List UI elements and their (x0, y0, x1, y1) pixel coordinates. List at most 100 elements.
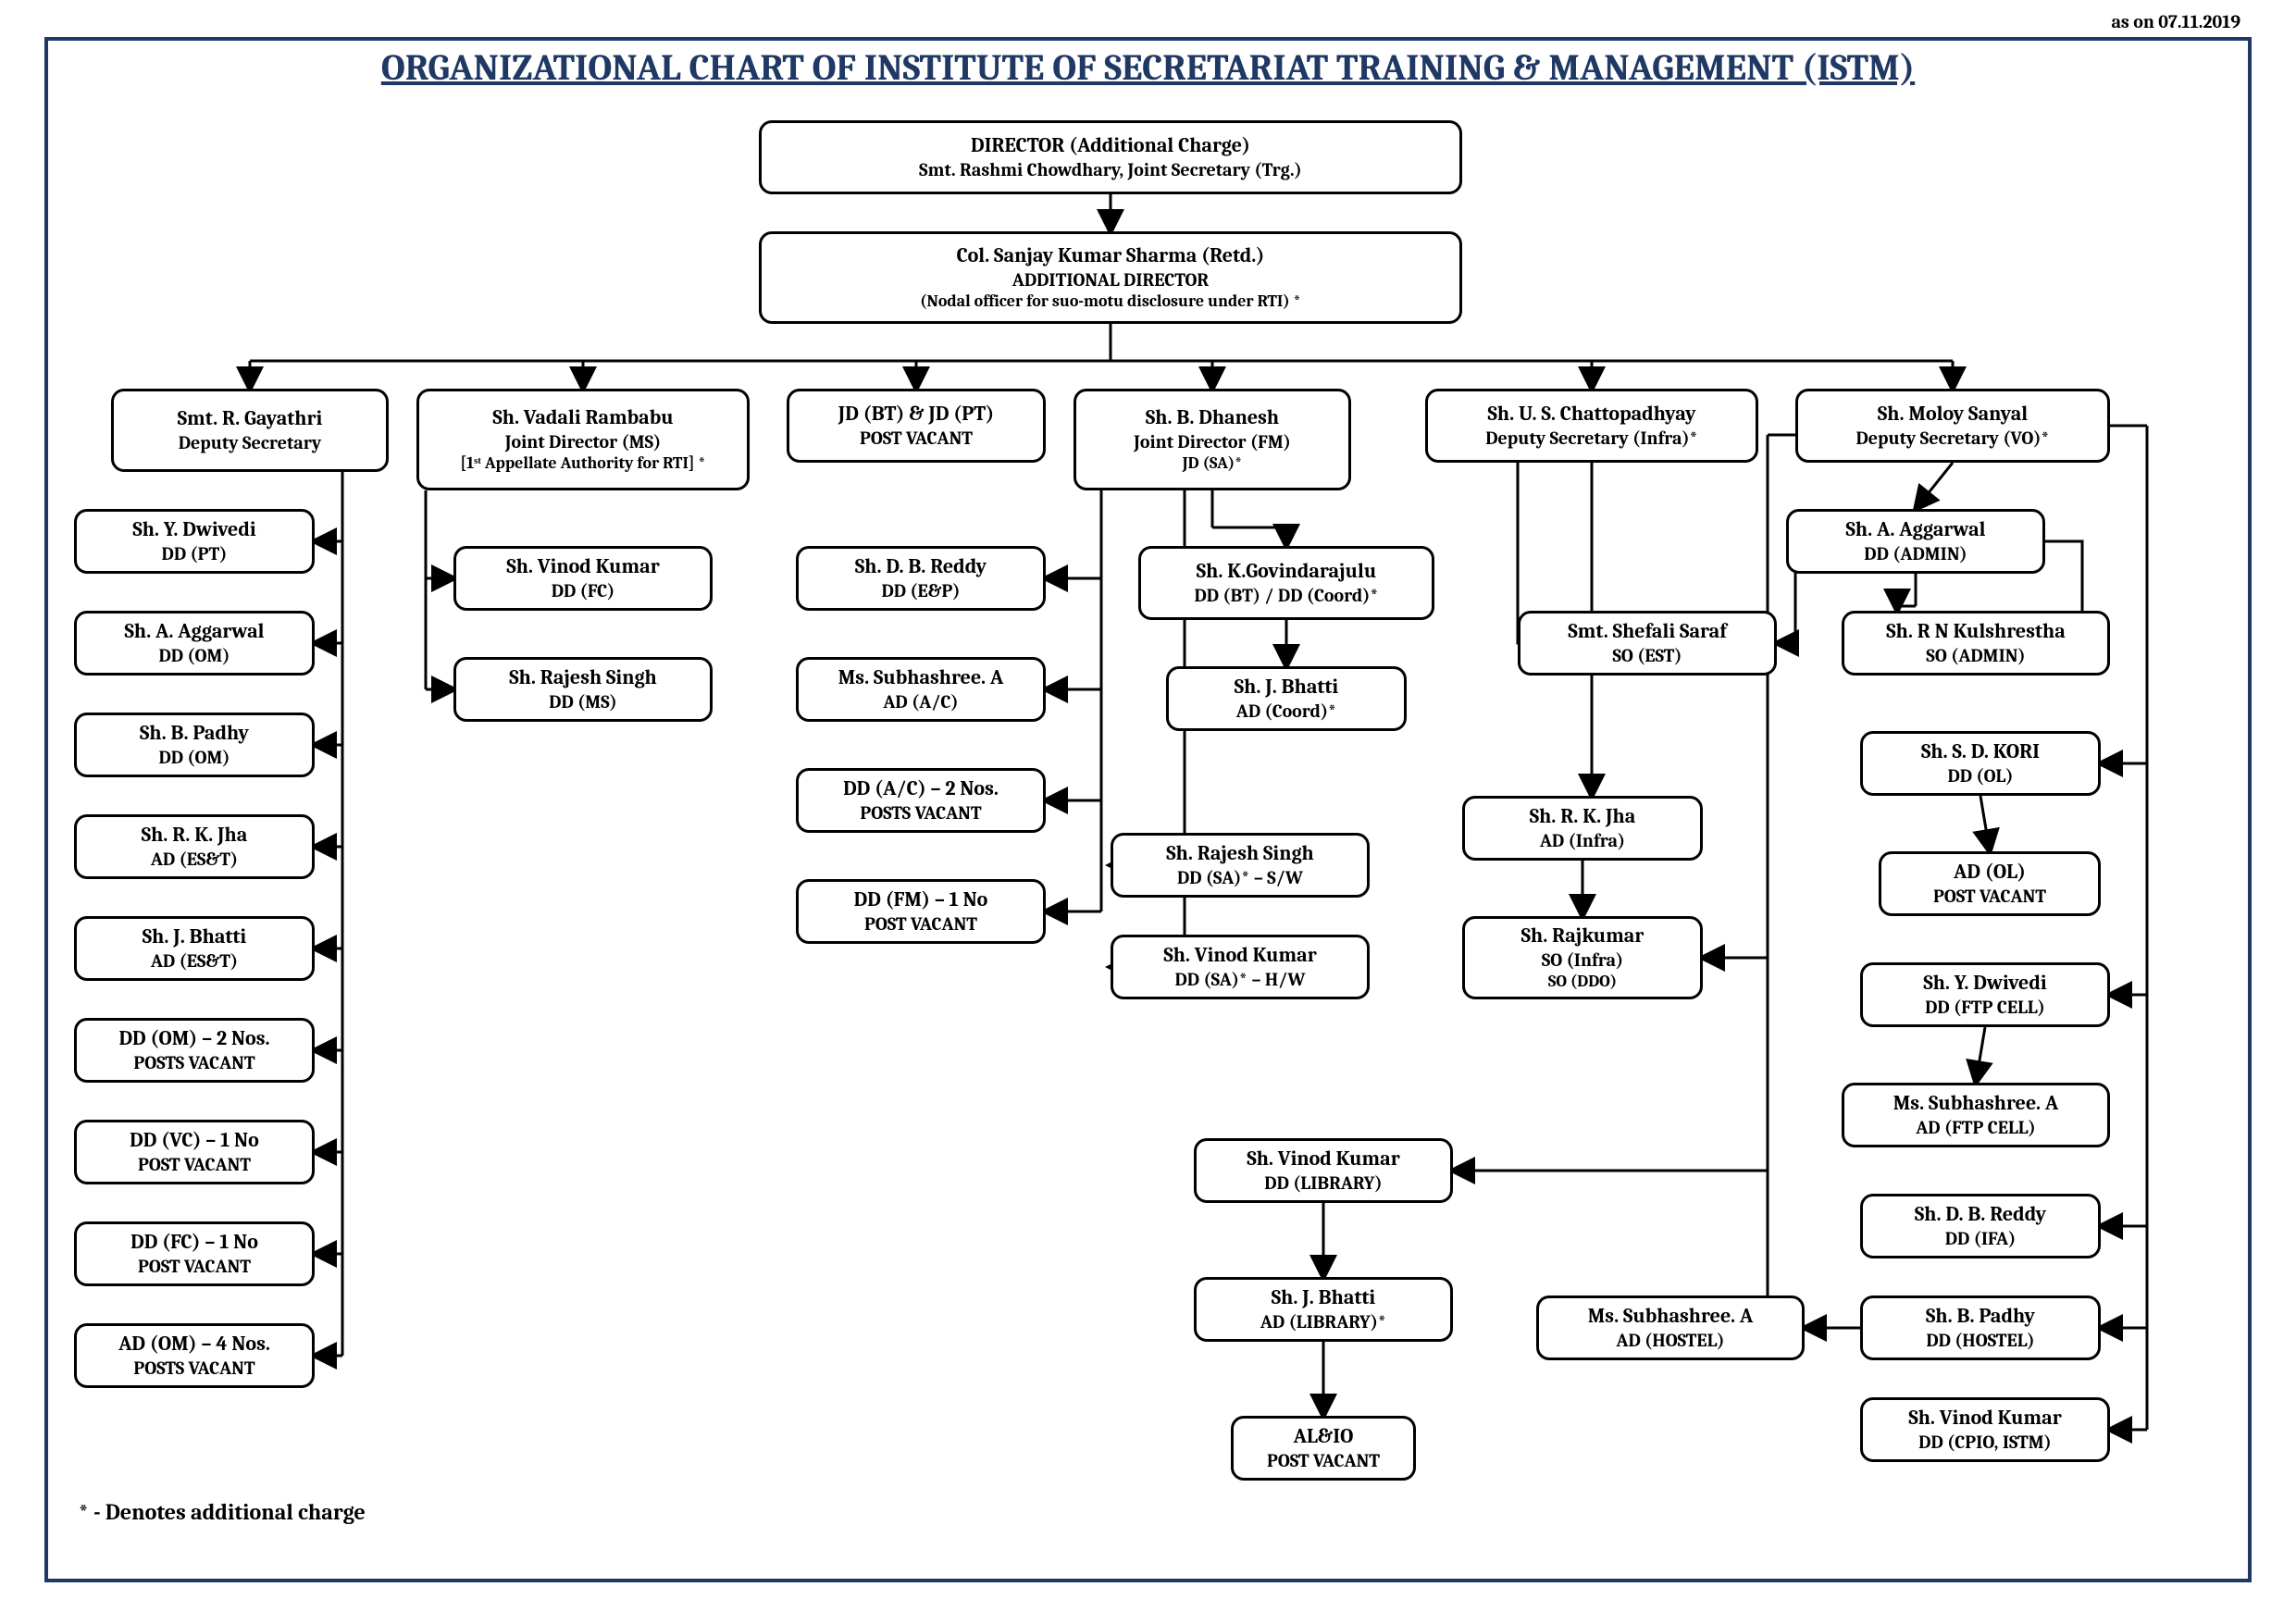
org-node-line: DD (A/C) – 2 Nos. (843, 776, 999, 802)
org-node-line: AD (FTP CELL) (1916, 1116, 2036, 1139)
org-node-line: DD (IFA) (1945, 1227, 2016, 1250)
org-node-line: Smt. Rashmi Chowdhary, Joint Secretary (… (919, 158, 1302, 181)
chart-title: ORGANIZATIONAL CHART OF INSTITUTE OF SEC… (0, 46, 2296, 89)
org-node-line: Sh. R N Kulshrestha (1886, 619, 2066, 645)
org-node-dhanesh: Sh. B. DhaneshJoint Director (FM)JD (SA)… (1074, 389, 1351, 490)
org-node-line: POST VACANT (864, 912, 977, 936)
org-node-line: DD (OM) (158, 746, 230, 769)
org-node-line: Ms. Subhashree. A (838, 665, 1004, 691)
org-node-rajkumar: Sh. RajkumarSO (Infra)SO (DDO) (1462, 916, 1703, 999)
org-node-line: Sh. B. Padhy (140, 721, 249, 747)
org-node-line: AD (ES&T) (151, 949, 238, 973)
org-node-rkjha_est: Sh. R. K. JhaAD (ES&T) (74, 814, 315, 879)
footnote: * - Denotes additional charge (79, 1499, 366, 1525)
org-node-aggarwal_om: Sh. A. AggarwalDD (OM) (74, 611, 315, 676)
org-node-dd_fc_vac: DD (FC) – 1 NoPOST VACANT (74, 1221, 315, 1286)
org-node-line: DD (FC) (552, 579, 615, 602)
org-node-line: Sh. R. K. Jha (1530, 804, 1636, 830)
org-node-aggarwal_admin: Sh. A. AggarwalDD (ADMIN) (1786, 509, 2045, 574)
org-node-line: Deputy Secretary (179, 431, 322, 454)
org-node-line: AD (OL) (1954, 860, 2026, 886)
org-node-line: Sh. Moloy Sanyal (1878, 402, 2028, 428)
org-node-line: POSTS VACANT (133, 1357, 254, 1380)
org-node-line: DD (FTP CELL) (1925, 996, 2045, 1019)
org-node-padhy_hostel: Sh. B. PadhyDD (HOSTEL) (1860, 1295, 2101, 1360)
org-node-gayathri: Smt. R. GayathriDeputy Secretary (111, 389, 389, 472)
org-node-rambabu: Sh. Vadali RambabuJoint Director (MS)[1ˢ… (416, 389, 750, 490)
org-node-line: AD (OM) – 4 Nos. (118, 1332, 270, 1357)
org-node-line: AD (ES&T) (151, 848, 238, 871)
org-node-rajesh_ms: Sh. Rajesh SinghDD (MS) (453, 657, 713, 722)
org-node-line: Sh. A. Aggarwal (125, 619, 265, 645)
org-node-dd_fm_vac: DD (FM) – 1 NoPOST VACANT (796, 879, 1046, 944)
org-node-line: Sh. Rajkumar (1521, 924, 1644, 949)
org-node-shefali: Smt. Shefali SarafSO (EST) (1518, 611, 1777, 676)
org-node-line: Sh. J. Bhatti (1235, 675, 1338, 700)
org-node-line: POST VACANT (860, 427, 973, 450)
org-node-bhatti_est: Sh. J. BhattiAD (ES&T) (74, 916, 315, 981)
org-node-padhy_om: Sh. B. PadhyDD (OM) (74, 713, 315, 777)
org-node-line: DD (MS) (549, 690, 617, 713)
org-node-line: DD (OL) (1947, 764, 2013, 787)
org-node-line: Sh. S. D. KORI (1921, 739, 2040, 765)
org-node-line: Sh. Vadali Rambabu (492, 405, 673, 431)
org-node-line: Sh. D. B. Reddy (1915, 1202, 2046, 1228)
org-node-vinod_sa: Sh. Vinod KumarDD (SA)* – H/W (1111, 935, 1370, 999)
org-node-dwivedi_ftp: Sh. Y. DwivediDD (FTP CELL) (1860, 962, 2110, 1027)
org-node-line: POSTS VACANT (860, 801, 981, 824)
org-node-line: Sh. Vinod Kumar (1908, 1406, 2061, 1432)
org-node-line: AD (Coord)* (1236, 700, 1336, 723)
org-node-line: Ms. Subhashree. A (1588, 1304, 1754, 1330)
org-node-line: DIRECTOR (Additional Charge) (971, 133, 1250, 159)
org-node-line: ADDITIONAL DIRECTOR (1012, 268, 1209, 291)
org-node-line: POST VACANT (1933, 885, 2046, 908)
org-node-jd_bt_pt: JD (BT) & JD (PT)POST VACANT (787, 389, 1046, 463)
org-node-line: SO (EST) (1612, 644, 1682, 667)
org-node-line: Sh. U. S. Chattopadhyay (1487, 402, 1695, 428)
org-node-subha_ac: Ms. Subhashree. AAD (A/C) (796, 657, 1046, 722)
org-node-line: DD (CPIO, ISTM) (1918, 1431, 2052, 1454)
org-node-line: DD (SA)* – H/W (1174, 968, 1305, 991)
org-node-line: DD (OM) (158, 644, 230, 667)
org-node-line: Sh. R. K. Jha (142, 823, 248, 849)
org-node-reddy_ep: Sh. D. B. ReddyDD (E&P) (796, 546, 1046, 611)
org-node-ad_ol_vac: AD (OL)POST VACANT (1879, 851, 2101, 916)
org-node-line: Sh. J. Bhatti (1272, 1285, 1375, 1311)
org-node-line: DD (OM) – 2 Nos. (118, 1026, 269, 1052)
org-node-line: Sh. K.Govindarajulu (1197, 559, 1377, 585)
org-node-line: SO (DDO) (1548, 972, 1617, 993)
org-node-line: DD (BT) / DD (Coord)* (1194, 584, 1378, 607)
org-node-line: Sh. B. Dhanesh (1146, 405, 1279, 431)
org-node-line: Smt. R. Gayathri (178, 406, 323, 432)
org-node-line: Sh. A. Aggarwal (1846, 517, 1986, 543)
org-node-line: Sh. Vinod Kumar (1247, 1147, 1399, 1172)
org-node-dd_ac_vac: DD (A/C) – 2 Nos.POSTS VACANT (796, 768, 1046, 833)
org-node-vinod_lib: Sh. Vinod KumarDD (LIBRARY) (1194, 1138, 1453, 1203)
org-node-ad_om_vac: AD (OM) – 4 Nos.POSTS VACANT (74, 1323, 315, 1388)
org-node-line: Sh. J. Bhatti (143, 924, 246, 950)
org-node-bhatti_lib: Sh. J. BhattiAD (LIBRARY)* (1194, 1277, 1453, 1342)
org-node-line: AD (LIBRARY)* (1260, 1310, 1386, 1333)
date-label: as on 07.11.2019 (2111, 11, 2240, 32)
org-node-line: DD (HOSTEL) (1926, 1329, 2034, 1352)
org-node-dd_om_vac: DD (OM) – 2 Nos.POSTS VACANT (74, 1018, 315, 1083)
org-node-line: Smt. Shefali Saraf (1568, 619, 1726, 645)
org-node-line: Sh. Vinod Kumar (1163, 943, 1316, 969)
org-node-line: Sh. D. B. Reddy (855, 554, 987, 580)
org-node-vinod_fc: Sh. Vinod KumarDD (FC) (453, 546, 713, 611)
org-node-line: (Nodal officer for suo-motu disclosure u… (920, 291, 1301, 313)
org-node-line: Sh. Rajesh Singh (509, 665, 656, 691)
org-node-director: DIRECTOR (Additional Charge)Smt. Rashmi … (759, 120, 1462, 194)
org-node-line: [1ˢᵗ Appellate Authority for RTI] * (460, 453, 705, 475)
org-node-line: AD (Infra) (1540, 829, 1625, 852)
org-node-line: SO (ADMIN) (1926, 644, 2025, 667)
org-node-line: Ms. Subhashree. A (1893, 1091, 2059, 1117)
org-node-dd_vc_vac: DD (VC) – 1 NoPOST VACANT (74, 1120, 315, 1184)
org-node-line: DD (E&P) (881, 579, 960, 602)
org-node-rkjha_infra: Sh. R. K. JhaAD (Infra) (1462, 796, 1703, 861)
org-node-line: AD (HOSTEL) (1616, 1329, 1724, 1352)
org-node-subha_hostel: Ms. Subhashree. AAD (HOSTEL) (1536, 1295, 1805, 1360)
org-node-line: Col. Sanjay Kumar Sharma (Retd.) (957, 243, 1265, 269)
org-node-line: DD (FM) – 1 No (854, 887, 988, 913)
org-node-line: Sh. Y. Dwivedi (1923, 971, 2046, 997)
